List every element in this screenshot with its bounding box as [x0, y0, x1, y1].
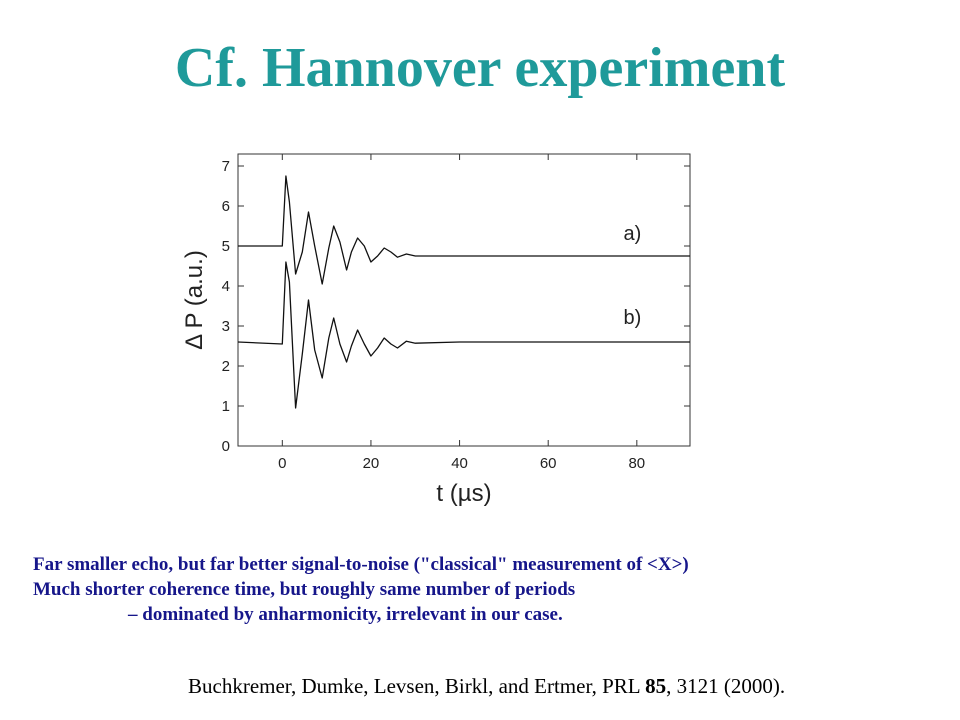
series-label-b: b) [624, 307, 642, 329]
y-axis-label: Δ P (a.u.) [181, 250, 208, 350]
citation-authors: Buchkremer, Dumke, Levsen, Birkl, and Er… [188, 674, 646, 698]
x-axis-label: t (µs) [436, 480, 491, 507]
note-line-2: Much shorter coherence time, but roughly… [33, 579, 576, 600]
note-line-3: – dominated by anharmonicity, irrelevant… [128, 604, 563, 625]
series-line-a [238, 175, 690, 285]
y-tick-label: 5 [222, 238, 230, 255]
y-tick-label: 7 [222, 158, 230, 175]
x-tick-label: 20 [363, 455, 380, 472]
x-tick-label: 60 [540, 455, 557, 472]
citation: Buchkremer, Dumke, Levsen, Birkl, and Er… [188, 674, 785, 699]
x-tick-label: 40 [451, 455, 468, 472]
citation-volume: 85 [645, 674, 667, 698]
y-tick-label: 1 [222, 398, 230, 415]
notes: Far smaller echo, but far better signal-… [33, 552, 953, 627]
y-tick-label: 0 [222, 438, 230, 455]
plot-frame [237, 153, 691, 447]
y-tick-label: 2 [222, 358, 230, 375]
y-tick-label: 6 [222, 198, 230, 215]
y-axis: 0 1 2 3 4 5 6 7 [222, 158, 690, 455]
citation-pages: , 3121 (2000). [666, 674, 786, 698]
y-tick-label: 4 [222, 278, 230, 295]
series-layer [237, 175, 690, 409]
y-tick-label: 3 [222, 318, 230, 335]
series-line-b [237, 261, 690, 409]
x-tick-label: 0 [278, 455, 286, 472]
note-line-1: Far smaller echo, but far better signal-… [33, 554, 689, 575]
series-label-a: a) [624, 223, 642, 245]
x-tick-label: 80 [628, 455, 645, 472]
slide-title: Cf. Hannover experiment [174, 37, 786, 99]
x-axis: 0 20 40 60 80 [278, 154, 645, 472]
